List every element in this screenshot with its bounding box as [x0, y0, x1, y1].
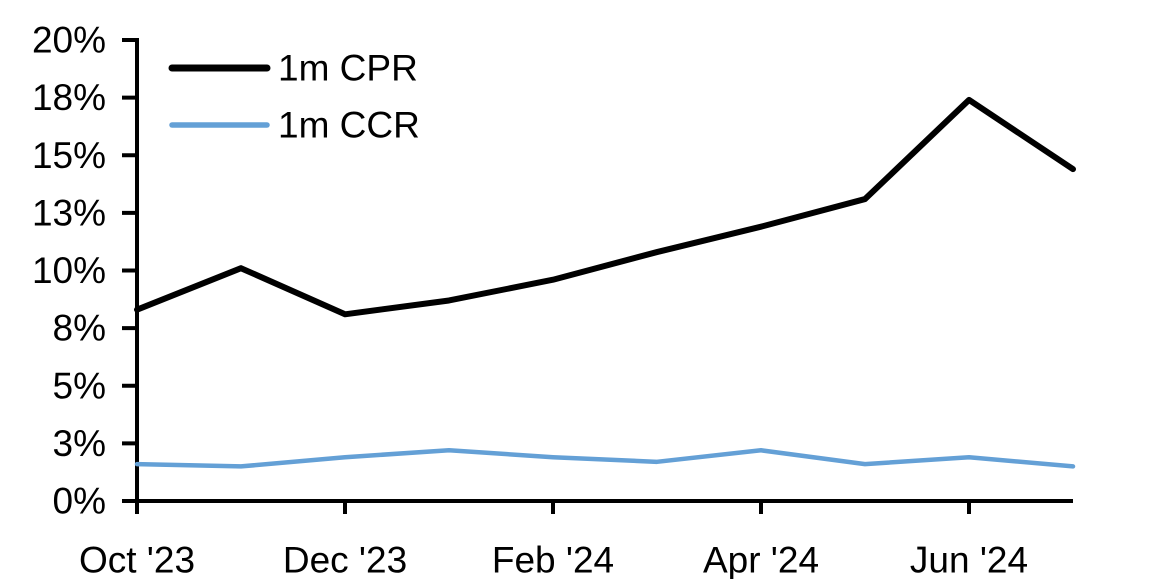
x-tick-label: Oct '23 [79, 539, 195, 579]
y-tick-label: 18% [32, 77, 106, 118]
y-tick-label: 3% [53, 423, 106, 464]
y-tick-label: 15% [32, 135, 106, 176]
y-tick-label: 5% [53, 365, 106, 406]
y-tick-label: 0% [53, 481, 106, 522]
y-tick-label: 8% [53, 308, 106, 349]
legend-label-1m-ccr: 1m CCR [278, 105, 420, 146]
y-tick-label: 13% [32, 192, 106, 233]
legend-label-1m-cpr: 1m CPR [278, 48, 418, 89]
x-tick-label: Jun '24 [910, 539, 1028, 579]
y-tick-label: 20% [32, 20, 106, 61]
x-tick-label: Feb '24 [492, 539, 614, 579]
x-tick-label: Apr '24 [703, 539, 819, 579]
y-tick-label: 10% [32, 250, 106, 291]
series-line-1m-ccr [134, 448, 1076, 469]
x-tick-label: Dec '23 [283, 539, 407, 579]
series-line-1m-cpr [134, 96, 1076, 318]
